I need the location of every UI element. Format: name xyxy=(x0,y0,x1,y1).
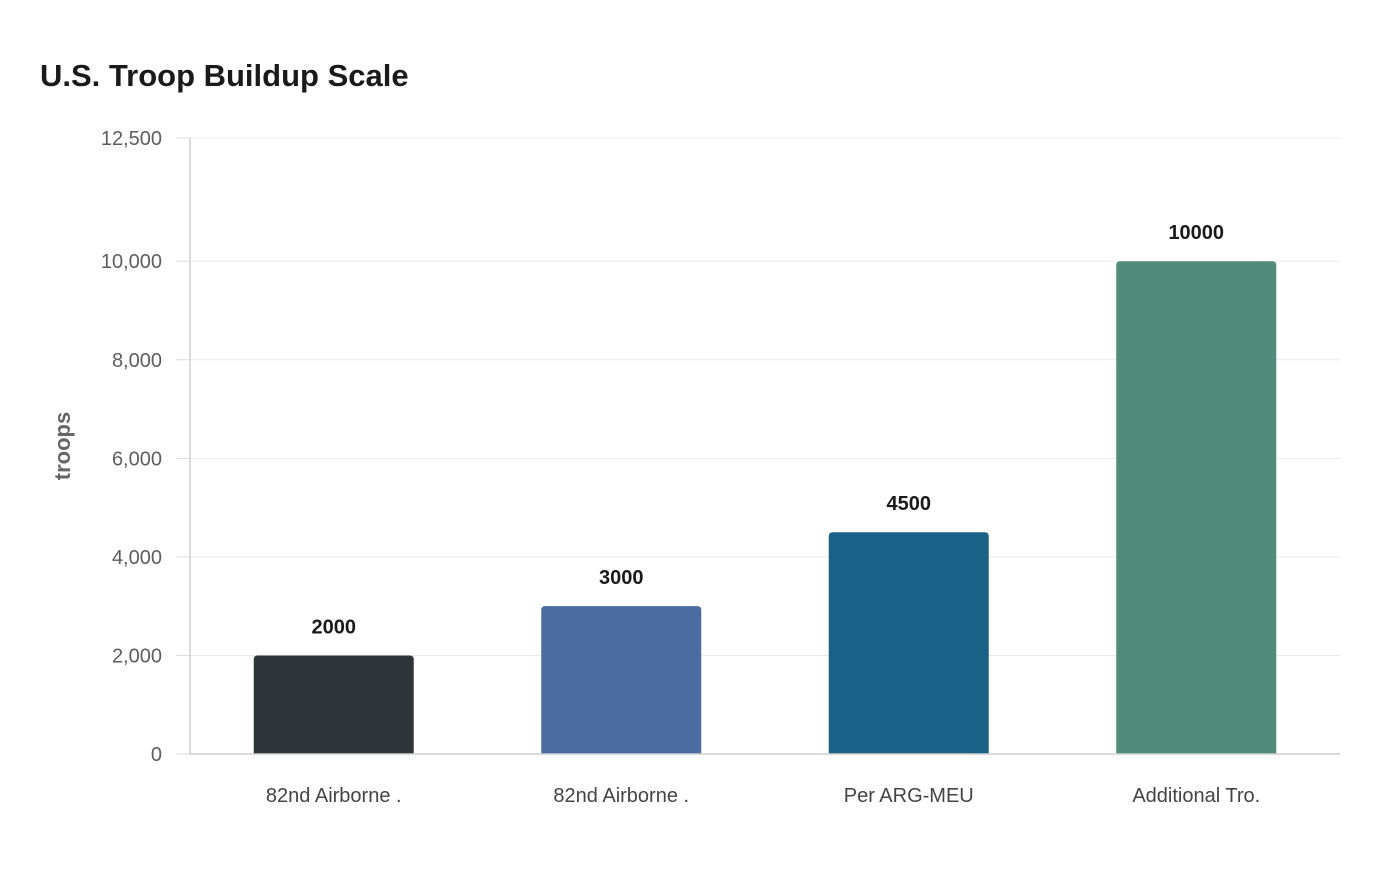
y-axis-ticks: 0 2,000 4,000 6,000 8,000 10,000 12,500 xyxy=(101,128,190,766)
y-tick-label: 4,000 xyxy=(112,547,162,569)
bar xyxy=(828,532,989,754)
data-label: 3000 xyxy=(599,567,644,589)
data-labels: 2000 3000 4500 10000 xyxy=(312,222,1225,638)
data-label: 4500 xyxy=(887,493,932,515)
chart-title: U.S. Troop Buildup Scale xyxy=(40,58,409,93)
y-tick-label: 6,000 xyxy=(112,448,162,470)
y-tick-label: 10,000 xyxy=(101,251,162,273)
bar xyxy=(1116,261,1277,754)
y-axis-title: troops xyxy=(50,412,75,480)
x-category-label: 82nd Airborne . xyxy=(553,785,689,807)
x-category-label: 82nd Airborne . xyxy=(266,785,402,807)
x-category-label: Per ARG-MEU xyxy=(844,785,974,807)
x-axis-categories: 82nd Airborne . 82nd Airborne . Per ARG-ME… xyxy=(266,785,1260,807)
y-tick-label: 0 xyxy=(151,744,162,766)
y-tick-label: 2,000 xyxy=(112,645,162,667)
data-label: 2000 xyxy=(312,616,357,638)
x-category-label: Additional Tro. xyxy=(1132,785,1260,807)
y-tick-label: 12,500 xyxy=(101,128,162,150)
y-tick-label: 8,000 xyxy=(112,350,162,372)
data-label: 10000 xyxy=(1168,222,1224,244)
bar xyxy=(253,655,414,754)
bars xyxy=(253,261,1277,754)
bar xyxy=(541,606,702,754)
